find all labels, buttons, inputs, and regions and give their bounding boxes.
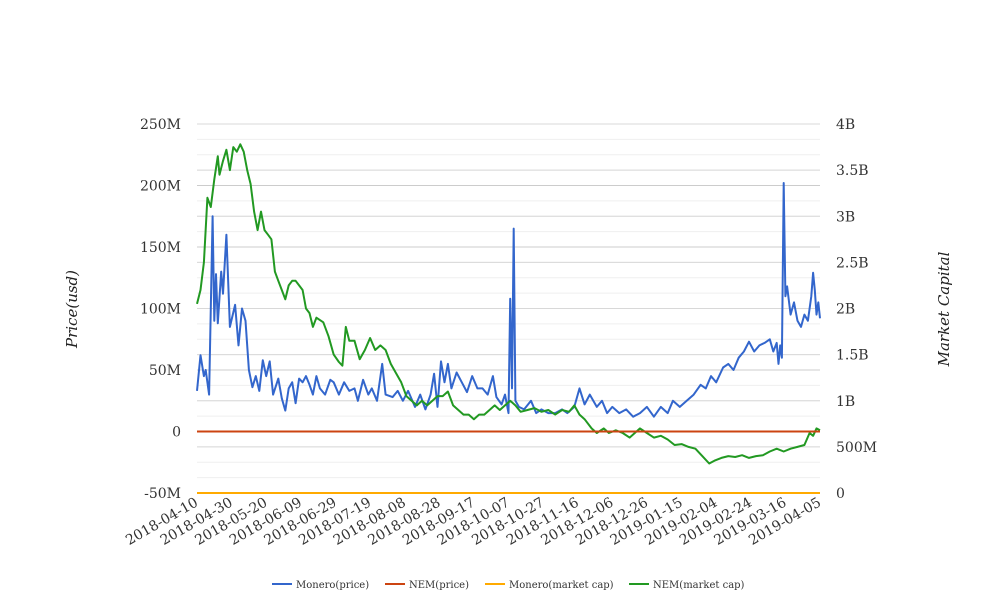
left-axis-title: Price(usd) xyxy=(63,270,81,349)
right-tick-label: 1.5B xyxy=(836,348,869,364)
right-axis-title: Market Capital xyxy=(935,251,953,367)
left-tick-label: 50M xyxy=(149,363,181,379)
right-tick-label: 3.5B xyxy=(836,163,869,179)
right-tick-label: 4B xyxy=(836,117,855,133)
left-tick-label: 200M xyxy=(140,179,181,195)
plot-area xyxy=(196,143,821,494)
left-tick-label: 100M xyxy=(140,302,181,318)
left-tick-label: 250M xyxy=(140,117,181,133)
left-tick-label: 150M xyxy=(140,240,181,256)
gridlines xyxy=(197,123,820,494)
right-axis-ticks: 4B 3.5B 3B 2.5B 2B 1.5B 1B 500M 0 xyxy=(836,117,877,502)
right-tick-label: 1B xyxy=(836,394,855,410)
series-line-nem-market-cap xyxy=(196,143,821,465)
legend-label: NEM(market cap) xyxy=(653,580,745,591)
legend-label: Monero(price) xyxy=(296,580,369,591)
legend-label: Monero(market cap) xyxy=(509,580,614,591)
legend-label: NEM(price) xyxy=(409,580,469,591)
left-axis-ticks: 250M 200M 150M 100M 50M 0 -50M xyxy=(140,117,181,502)
right-tick-label: 2.5B xyxy=(836,255,869,271)
right-tick-label: 500M xyxy=(836,440,877,456)
left-tick-label: -50M xyxy=(144,486,181,502)
legend: Monero(price) NEM(price) Monero(market cap… xyxy=(272,580,745,591)
series-line-monero-price xyxy=(196,182,821,418)
left-tick-label: 0 xyxy=(172,425,181,441)
right-tick-label: 2B xyxy=(836,302,855,318)
right-tick-label: 0 xyxy=(836,486,845,502)
right-tick-label: 3B xyxy=(836,209,855,225)
